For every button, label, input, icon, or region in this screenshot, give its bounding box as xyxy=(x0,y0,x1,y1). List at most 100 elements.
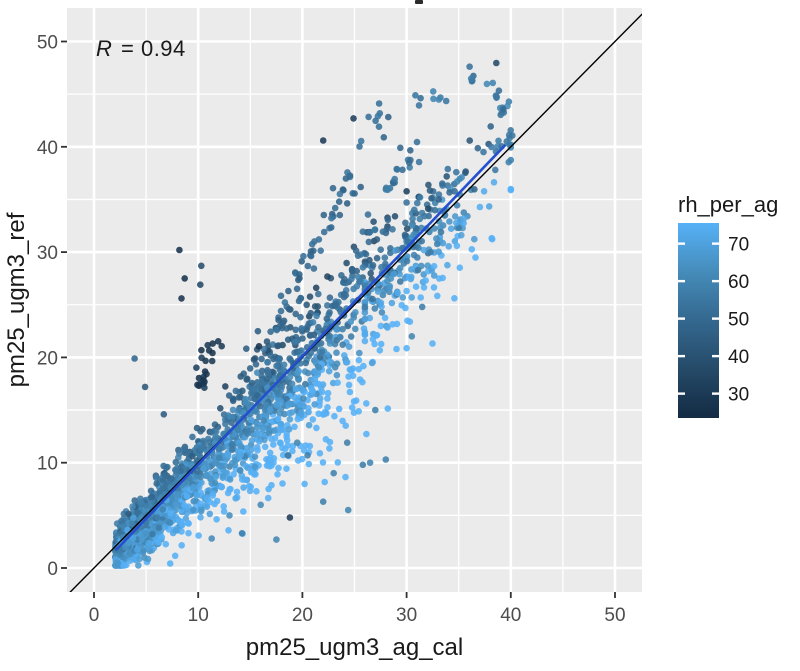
data-point xyxy=(252,361,260,368)
data-point xyxy=(295,276,302,284)
data-point xyxy=(315,410,323,418)
data-point xyxy=(123,561,130,569)
data-point xyxy=(350,115,357,122)
data-point xyxy=(195,483,203,491)
data-point xyxy=(297,313,304,321)
data-point xyxy=(248,446,255,453)
data-point xyxy=(443,173,451,180)
data-point xyxy=(189,433,196,441)
data-point xyxy=(294,457,302,464)
data-point xyxy=(326,357,334,365)
data-point xyxy=(439,274,447,282)
data-point xyxy=(339,341,347,349)
data-point xyxy=(500,106,507,113)
data-point xyxy=(359,461,367,469)
data-point xyxy=(275,316,282,324)
data-point xyxy=(300,395,307,402)
data-point xyxy=(384,216,392,224)
data-point xyxy=(453,242,461,250)
data-point xyxy=(234,426,242,434)
data-point xyxy=(444,165,452,173)
identity-line xyxy=(69,13,642,592)
data-point xyxy=(342,292,350,299)
data-point xyxy=(320,410,328,418)
data-point xyxy=(430,272,438,279)
data-point xyxy=(253,488,260,495)
data-point xyxy=(195,532,202,539)
data-point xyxy=(277,421,285,428)
data-point xyxy=(136,555,143,563)
data-point xyxy=(286,400,293,408)
data-point xyxy=(335,405,343,413)
data-point xyxy=(415,102,423,109)
data-point xyxy=(237,443,244,450)
data-point xyxy=(302,380,309,388)
data-point xyxy=(345,343,353,351)
data-point xyxy=(442,97,450,105)
y-tick-label: 40 xyxy=(37,138,58,159)
data-point xyxy=(391,213,399,220)
data-point xyxy=(406,318,414,326)
data-point xyxy=(193,424,201,432)
data-point xyxy=(412,283,420,291)
data-point xyxy=(451,213,459,220)
data-point xyxy=(356,143,363,150)
data-point xyxy=(264,494,272,502)
data-point xyxy=(349,267,356,275)
data-point xyxy=(166,560,174,567)
data-point xyxy=(344,506,352,514)
legend-tick-label: 70 xyxy=(728,235,749,256)
data-point xyxy=(257,501,265,509)
data-point xyxy=(311,238,318,245)
data-point xyxy=(315,364,323,371)
data-point xyxy=(466,137,474,144)
data-point xyxy=(380,287,388,295)
data-point xyxy=(319,137,327,144)
data-point xyxy=(126,557,134,564)
data-point xyxy=(492,166,499,174)
data-point xyxy=(267,352,274,359)
data-point xyxy=(232,495,239,502)
panel-content xyxy=(69,13,642,592)
data-point xyxy=(367,270,375,277)
data-point xyxy=(373,236,381,243)
data-point xyxy=(209,349,216,357)
data-point xyxy=(267,454,274,462)
data-point xyxy=(393,345,400,353)
data-point xyxy=(311,375,319,383)
data-point xyxy=(343,200,351,207)
data-point xyxy=(193,364,200,372)
data-point xyxy=(420,246,428,254)
data-point xyxy=(309,319,317,326)
data-point xyxy=(331,412,338,420)
data-point xyxy=(355,365,363,373)
data-point xyxy=(483,80,491,88)
data-point xyxy=(226,476,234,483)
data-point xyxy=(476,203,484,211)
data-point xyxy=(366,459,374,467)
y-tick-label: 50 xyxy=(37,33,58,54)
data-point xyxy=(375,123,383,130)
data-point xyxy=(228,441,235,449)
data-point xyxy=(418,303,426,311)
data-point xyxy=(414,199,421,207)
data-point xyxy=(244,375,251,383)
data-point xyxy=(315,323,322,331)
data-point xyxy=(365,238,373,246)
data-point xyxy=(430,262,438,270)
data-point xyxy=(277,307,285,315)
data-point xyxy=(220,508,228,515)
data-point xyxy=(225,527,232,534)
data-point xyxy=(507,186,515,194)
data-point xyxy=(189,484,197,492)
data-point xyxy=(198,505,205,513)
data-point xyxy=(208,535,215,542)
data-point xyxy=(357,183,365,191)
data-point xyxy=(374,288,382,295)
data-point xyxy=(428,195,435,202)
data-point xyxy=(122,544,129,551)
data-point xyxy=(333,349,340,357)
data-point xyxy=(319,459,327,466)
